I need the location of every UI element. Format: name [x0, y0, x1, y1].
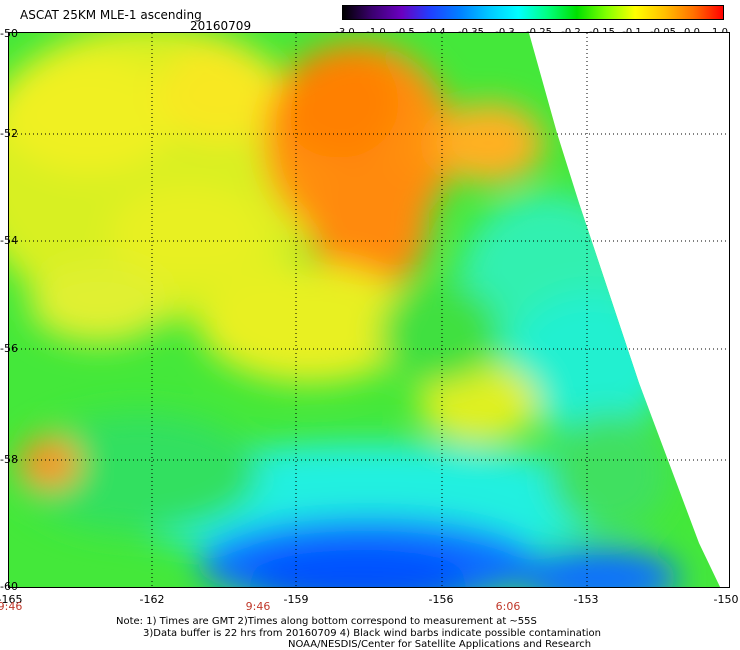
colorbar: [342, 5, 724, 20]
time-label: 6:06: [495, 600, 521, 613]
note-line: 3)Data buffer is 22 hrs from 20160709 4)…: [143, 628, 601, 639]
y-axis-label: -58: [0, 453, 18, 466]
x-axis-label: -165: [0, 593, 23, 606]
map-title: ASCAT 25KM MLE-1 ascending: [20, 8, 202, 22]
y-axis-label: -54: [0, 234, 18, 247]
time-label: 9:46: [245, 600, 271, 613]
y-axis-label: -60: [0, 580, 18, 593]
x-axis-label: -156: [428, 593, 454, 606]
map-date: 20160709: [190, 19, 252, 33]
x-axis-label: -159: [283, 593, 309, 606]
x-axis-label: -153: [573, 593, 599, 606]
x-axis-label: -162: [139, 593, 165, 606]
grid-lines: [9, 33, 729, 587]
time-label: 9:46: [0, 600, 23, 613]
note-line: Note: 1) Times are GMT 2)Times along bot…: [116, 616, 537, 627]
x-axis-label: -150: [713, 593, 739, 606]
credit-line: NOAA/NESDIS/Center for Satellite Applica…: [288, 639, 592, 650]
map-plot: [8, 32, 730, 588]
y-axis-label: -52: [0, 127, 18, 140]
wind-field: [9, 33, 721, 587]
y-axis-label: -56: [0, 342, 18, 355]
y-axis-label: -50: [0, 27, 18, 40]
